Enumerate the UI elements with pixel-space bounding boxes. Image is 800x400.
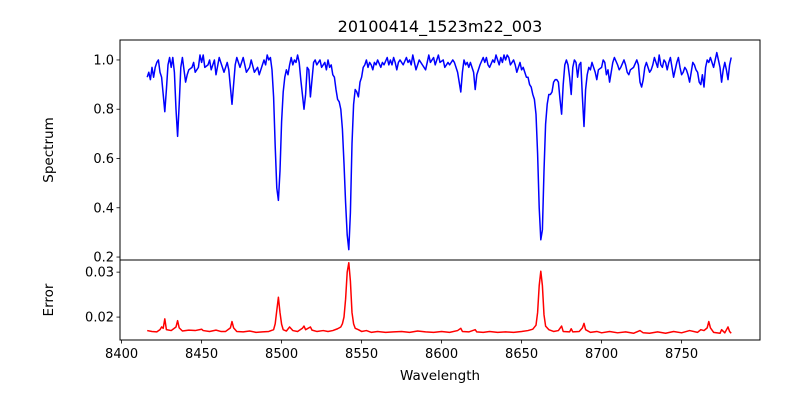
spectrum-y-tick-label: 1.0 [93, 53, 114, 68]
spectrum-y-tick-label: 0.4 [93, 201, 114, 216]
error-y-axis-label: Error [41, 283, 57, 316]
error-y-tick-label: 0.03 [85, 266, 114, 281]
spectrum-y-tick-label: 0.8 [93, 103, 114, 118]
x-axis-label: Wavelength [400, 368, 480, 384]
error-x-tick-label: 8750 [665, 347, 698, 362]
error-x-tick-label: 8500 [265, 347, 298, 362]
error-axes-frame [119, 259, 761, 341]
error-x-tick-label: 8650 [505, 347, 538, 362]
spectrum-y-tick-label: 0.6 [93, 152, 114, 167]
spectrum-series-line [146, 51, 732, 251]
error-x-tick-label: 8400 [105, 347, 138, 362]
error-y-tick-label: 0.02 [85, 311, 114, 326]
chart-title: 20100414_1523m22_003 [338, 17, 543, 37]
error-x-tick-label: 8600 [425, 347, 458, 362]
error-series-line [147, 261, 732, 335]
error-x-tick-label: 8450 [185, 347, 218, 362]
error-x-tick-label: 8550 [345, 347, 378, 362]
error-x-tick-label: 8700 [585, 347, 618, 362]
spectrum-y-axis-label: Spectrum [41, 117, 57, 182]
spectrum-y-tick-label: 0.2 [93, 251, 114, 266]
